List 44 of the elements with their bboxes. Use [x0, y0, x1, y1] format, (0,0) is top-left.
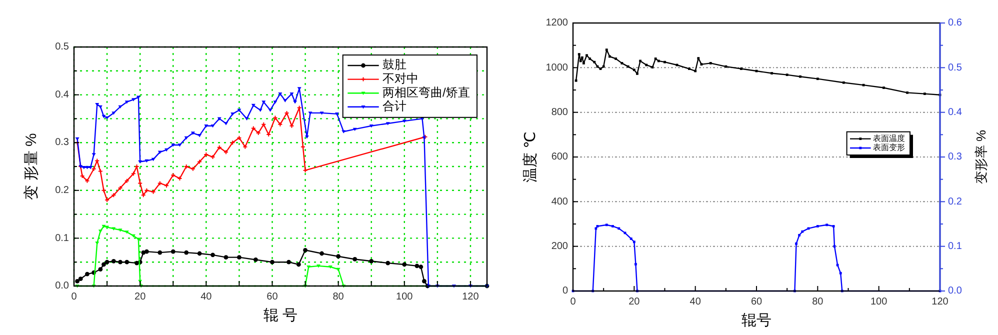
y-tick-label: 400: [551, 196, 568, 208]
y2-tick-label: 0.6: [948, 18, 962, 29]
y-tick-label: 0.4: [55, 89, 70, 100]
y-tick-label: 200: [551, 240, 568, 252]
y-tick-label: 1200: [546, 18, 568, 29]
x-axis-title: 辊号: [742, 312, 772, 329]
y-tick-label: 0.3: [55, 137, 70, 148]
legend-label: 不对中: [382, 71, 418, 86]
y2-tick-label: 0.0: [948, 286, 962, 297]
y2-tick-label: 0.4: [948, 106, 962, 118]
x-tick-label: 100: [870, 296, 888, 308]
x-tick-label: 80: [812, 296, 824, 308]
y-axis-title: 温度 ℃: [522, 131, 539, 183]
y2-axis-title: 变形率 %: [973, 129, 988, 184]
legend-label: 表面温度: [873, 134, 906, 143]
x-tick-label: 0: [570, 296, 576, 308]
x-tick-label: 80: [332, 292, 344, 303]
y-tick-label: 1000: [546, 62, 568, 74]
x-tick-label: 120: [932, 296, 949, 308]
x-tick-label: 120: [462, 292, 480, 303]
x-tick-label: 0: [71, 292, 78, 303]
x-tick-label: 20: [628, 296, 640, 308]
y2-tick-label: 0.5: [948, 62, 962, 74]
y2-tick-label: 0.3: [948, 152, 962, 163]
y-tick-label: 800: [551, 106, 568, 118]
x-tick-label: 60: [750, 296, 762, 308]
y-tick-label: 600: [551, 152, 568, 163]
y-tick-label: 0.0: [55, 280, 70, 292]
y-tick-label: 0.2: [55, 185, 70, 196]
x-axis-title: 辊 号: [263, 306, 298, 324]
x-tick-label: 40: [690, 296, 702, 308]
y2-tick-label: 0.2: [948, 196, 962, 208]
y-tick-label: 0.5: [55, 42, 70, 53]
x-tick-label: 20: [134, 292, 146, 303]
y2-tick-label: 0.1: [948, 240, 962, 252]
legend-label: 鼓肚: [382, 58, 406, 72]
legend-label: 合计: [382, 99, 406, 114]
x-tick-label: 40: [200, 292, 212, 303]
y-axis-title: 变 形量 %: [22, 133, 40, 200]
x-tick-label: 100: [396, 292, 414, 303]
legend-label: 两相区弯曲/矫直: [382, 85, 470, 100]
legend-label: 表面变形: [873, 143, 906, 152]
y-tick-label: 0.1: [55, 232, 70, 244]
x-tick-label: 60: [266, 292, 278, 303]
